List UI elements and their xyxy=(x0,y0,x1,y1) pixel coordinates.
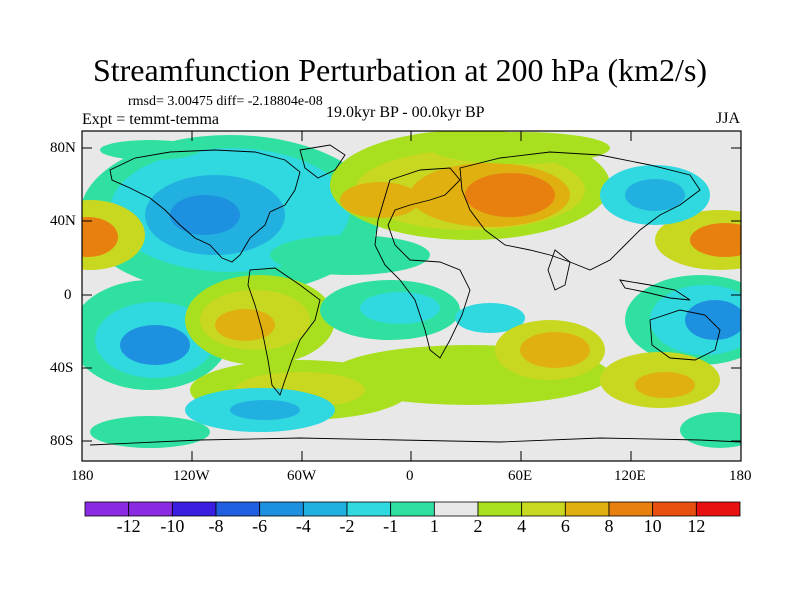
y-tick-label: 40S xyxy=(50,360,74,376)
colorbar-box xyxy=(346,501,392,517)
season-label: JJA xyxy=(716,110,741,127)
colorbar-box xyxy=(128,501,173,517)
x-axis-ticks xyxy=(81,131,742,461)
colorbar-label: 10 xyxy=(643,516,662,536)
x-tick-label: 60E xyxy=(508,468,533,484)
contour-fill-layer xyxy=(82,131,741,448)
x-tick-label: 0 xyxy=(406,468,414,484)
x-tick-label: 120E xyxy=(614,468,646,484)
colorbar-box xyxy=(608,501,654,517)
colorbar-box xyxy=(695,501,741,517)
colorbar-label: 2 xyxy=(473,516,483,536)
colorbar-label: 4 xyxy=(517,516,527,536)
colorbar-label: -1 xyxy=(383,516,399,536)
colorbar-label: 12 xyxy=(687,516,706,536)
rmsd-diff-stats: rmsd= 3.00475 diff= -2.18804e-08 xyxy=(128,94,323,109)
colorbar-box xyxy=(171,501,217,517)
colorbar-label: -2 xyxy=(339,516,355,536)
colorbar-box xyxy=(390,501,435,517)
colorbar-box xyxy=(564,501,610,517)
x-tick-label: 180 xyxy=(71,468,94,484)
experiment-label: Expt = temmt-temma xyxy=(82,111,219,128)
y-tick-label: 40N xyxy=(50,213,76,229)
x-tick-label: 60W xyxy=(287,468,317,484)
colorbar-box xyxy=(521,501,566,517)
colorbar-box xyxy=(477,501,523,517)
colorbar-label: -8 xyxy=(208,516,224,536)
colorbar-label: 8 xyxy=(604,516,614,536)
x-tick-label: 120W xyxy=(173,468,210,484)
y-tick-label: 0 xyxy=(64,287,72,303)
y-axis-ticks xyxy=(82,147,741,442)
colorbar-label: -10 xyxy=(160,516,185,536)
y-tick-label: 80N xyxy=(50,140,76,156)
colorbar-box xyxy=(302,501,348,517)
colorbar-box xyxy=(652,501,697,517)
x-tick-label: 180 xyxy=(729,468,752,484)
colorbar-label: -4 xyxy=(295,516,311,536)
colorbar-label: 6 xyxy=(560,516,570,536)
colorbar-label: 1 xyxy=(429,516,439,536)
colorbar-box xyxy=(433,501,479,517)
colorbar-box xyxy=(215,501,261,517)
period-label: 19.0kyr BP - 00.0kyr BP xyxy=(326,104,485,121)
y-tick-label: 80S xyxy=(50,433,74,449)
colorbar-box xyxy=(259,501,304,517)
coastlines xyxy=(89,144,741,446)
colorbar-label: -12 xyxy=(116,516,141,536)
colorbar-box xyxy=(84,501,130,517)
map-title: Streamfunction Perturbation at 200 hPa (… xyxy=(92,52,708,88)
colorbar-label: -6 xyxy=(252,516,268,536)
